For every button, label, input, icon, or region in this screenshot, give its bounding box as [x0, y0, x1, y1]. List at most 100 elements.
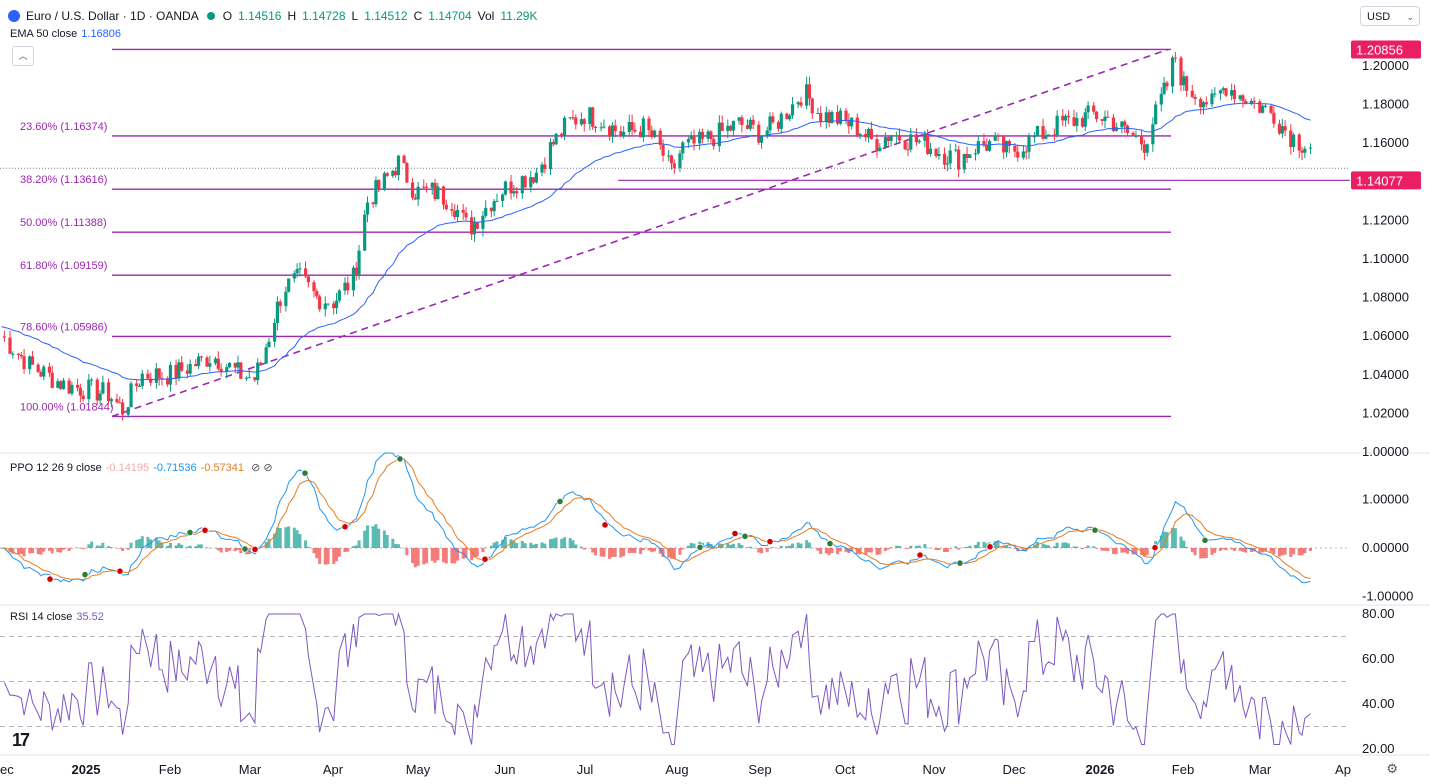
candle-up	[790, 104, 795, 116]
ppo-histogram-bar	[838, 548, 842, 552]
ppo-histogram-bar	[1055, 542, 1059, 548]
ppo-histogram-bar	[1100, 548, 1104, 551]
ppo-histogram-bar	[1013, 548, 1017, 550]
ppo-legend[interactable]: PPO 12 26 9 close -0.14195 -0.71536 -0.5734…	[10, 461, 273, 474]
candle-down	[613, 125, 617, 132]
x-axis-tick-label: Ap	[1335, 762, 1351, 777]
high-label: H	[287, 9, 297, 23]
ppo-cross-marker	[986, 543, 994, 551]
ppo-histogram-bar	[135, 540, 139, 548]
ppo-histogram-bar	[396, 544, 400, 548]
candle-down	[95, 379, 99, 401]
ppo-histogram-bar	[59, 548, 63, 553]
candle-up	[109, 399, 113, 402]
eye-icon[interactable]: ⊘	[251, 462, 261, 474]
candle-down	[219, 368, 223, 372]
ppo-histogram-bar	[166, 545, 170, 548]
candle-up	[838, 110, 842, 124]
ppo-histogram-bar	[543, 543, 547, 548]
ppo-cross-marker	[1151, 544, 1159, 552]
ppo-histogram-bar	[1204, 548, 1208, 559]
candle-down	[385, 173, 389, 176]
y-axis-tick-label: 1.12000	[1362, 212, 1409, 227]
ppo-cross-marker	[696, 543, 704, 551]
ppo-histogram-bar	[757, 548, 761, 553]
candle-down	[819, 112, 823, 122]
ppo-histogram-bar	[639, 548, 643, 554]
fib-level-label: 38.20% (1.13616)	[20, 174, 107, 186]
ppo-histogram-bar	[1182, 540, 1186, 548]
candle-down	[582, 119, 586, 125]
ppo-histogram-bar	[484, 547, 488, 548]
ppo-histogram-bar	[1218, 548, 1222, 551]
currency-select[interactable]: USD ⌄	[1360, 6, 1420, 26]
x-axis-tick-label: Feb	[159, 762, 181, 777]
ppo-histogram-bar	[805, 540, 809, 548]
candle-up	[858, 133, 862, 136]
ppo-histogram-bar	[548, 539, 552, 548]
ppo-histogram-bar	[354, 545, 358, 548]
candle-up	[1154, 104, 1158, 125]
collapse-legend-button[interactable]: ︿	[12, 46, 34, 66]
tradingview-logo-icon[interactable]: 17	[12, 730, 30, 750]
ppo-histogram-bar	[765, 548, 769, 552]
eye-off-icon[interactable]: ⊘	[263, 462, 273, 474]
symbol-title[interactable]: Euro / U.S. Dollar · 1D · OANDA	[26, 9, 199, 23]
candle-down	[1139, 135, 1144, 145]
ppo-histogram-bar	[943, 548, 947, 552]
candle-down	[450, 209, 454, 211]
settings-gear-icon[interactable]: ⚙	[1386, 761, 1398, 776]
ppo-histogram-bar	[121, 548, 125, 551]
candle-up	[1103, 116, 1107, 121]
candle-up	[824, 112, 828, 122]
candle-down	[106, 382, 111, 402]
ppo-histogram-bar	[109, 547, 113, 548]
x-axis-tick-label: Mar	[1249, 762, 1272, 777]
ppo-histogram-bar	[968, 545, 972, 548]
ppo-histogram-bar	[1075, 546, 1079, 548]
candle-up	[588, 107, 592, 125]
candle-down	[551, 142, 555, 145]
candle-up	[681, 142, 685, 154]
ppo-histogram-bar	[965, 546, 969, 548]
candle-down	[489, 207, 493, 212]
candle-up	[548, 142, 553, 170]
candle-up	[1134, 135, 1138, 137]
candle-up	[1120, 121, 1124, 128]
ppo-histogram-bar	[954, 546, 958, 548]
candle-down	[470, 217, 474, 235]
currency-value: USD	[1367, 11, 1391, 23]
ppo-cross-marker	[46, 575, 54, 583]
y-axis-tick-label: 1.04000	[1362, 367, 1409, 382]
ppo-histogram-bar	[1165, 532, 1169, 548]
ppo-histogram-bar	[672, 548, 676, 560]
ppo-histogram-bar	[36, 548, 40, 555]
ema-legend[interactable]: EMA 50 close 1.16806	[10, 28, 121, 40]
candle-down	[1173, 57, 1177, 59]
candle-up	[126, 407, 130, 415]
ppo-histogram-bar	[560, 538, 564, 548]
ppo-histogram-bar	[729, 544, 733, 548]
candle-down	[1252, 100, 1256, 102]
ppo-histogram-bar	[146, 537, 150, 548]
ppo-cross-marker	[396, 455, 404, 463]
candle-down	[720, 122, 724, 131]
rsi-legend[interactable]: RSI 14 close 35.52	[10, 611, 104, 623]
ppo-histogram-bar	[976, 541, 980, 548]
candle-down	[75, 384, 80, 388]
candle-down	[39, 372, 43, 377]
ppo-histogram-bar	[1052, 546, 1056, 548]
ppo-histogram-bar	[1283, 548, 1287, 555]
ppo-histogram-bar	[371, 526, 375, 548]
ppo-histogram-bar	[382, 530, 386, 548]
candle-down	[776, 122, 781, 129]
ppo-histogram-bar	[883, 548, 887, 551]
ppo-histogram-bar	[1190, 548, 1194, 553]
ppo-histogram-bar	[1072, 546, 1076, 548]
fib-level-label: 50.00% (1.11388)	[20, 217, 107, 229]
candle-down	[205, 357, 209, 367]
candle-up	[1033, 136, 1037, 138]
candle-up	[1182, 76, 1186, 86]
candle-down	[216, 358, 220, 369]
candle-up	[1145, 144, 1149, 153]
